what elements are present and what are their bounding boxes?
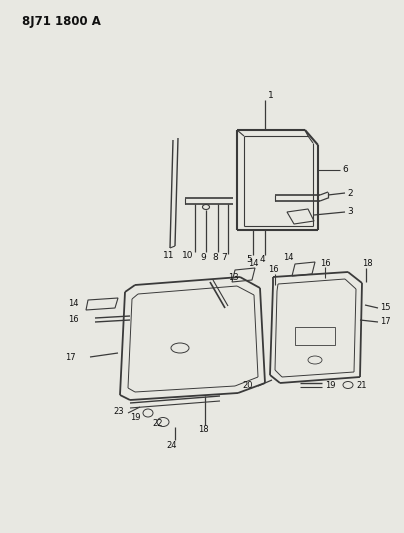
Text: 16: 16 [68, 316, 79, 325]
Text: 6: 6 [342, 166, 348, 174]
Text: 14: 14 [68, 298, 78, 308]
Text: 3: 3 [347, 207, 353, 216]
Text: 10: 10 [182, 252, 194, 261]
Text: 14: 14 [283, 254, 293, 262]
Text: 20: 20 [243, 382, 253, 391]
Text: 11: 11 [163, 251, 175, 260]
Text: 9: 9 [200, 253, 206, 262]
Text: 13: 13 [228, 272, 239, 281]
Text: 15: 15 [380, 303, 391, 312]
Text: 17: 17 [65, 352, 76, 361]
Text: 1: 1 [268, 91, 274, 100]
Text: 23: 23 [113, 408, 124, 416]
Text: 5: 5 [246, 255, 252, 264]
Text: 14: 14 [248, 260, 259, 269]
Text: 7: 7 [221, 254, 227, 262]
Text: 8: 8 [212, 253, 218, 262]
Text: 17: 17 [380, 318, 391, 327]
Text: 2: 2 [347, 189, 353, 198]
Text: 8J71 1800 A: 8J71 1800 A [22, 15, 101, 28]
Text: 19: 19 [325, 381, 335, 390]
Text: 18: 18 [362, 259, 372, 268]
Text: 16: 16 [320, 259, 330, 268]
Text: 18: 18 [198, 425, 208, 434]
Text: 24: 24 [167, 440, 177, 449]
Text: 22: 22 [152, 419, 162, 429]
Text: 4: 4 [259, 255, 265, 264]
Text: 19: 19 [130, 414, 141, 423]
Text: 16: 16 [268, 265, 279, 274]
Text: 21: 21 [356, 381, 366, 390]
